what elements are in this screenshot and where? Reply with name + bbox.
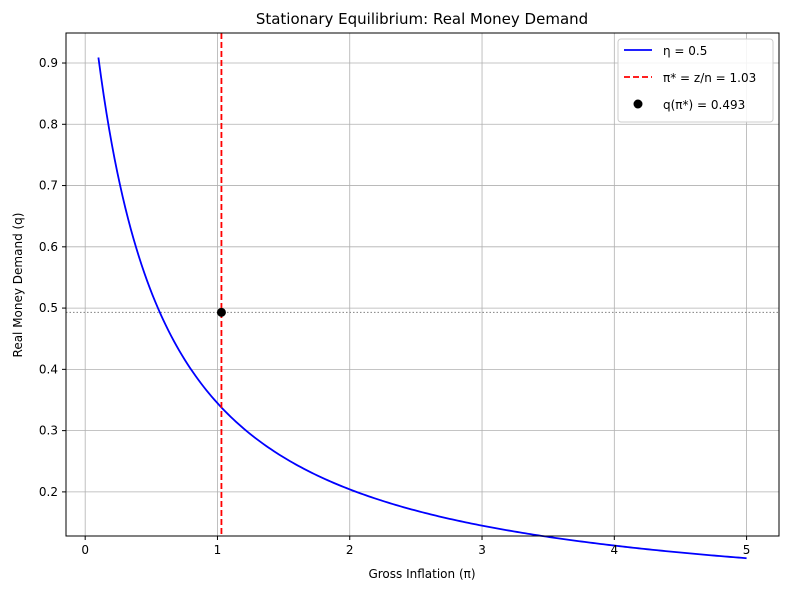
legend-label-point: q(π*) = 0.493 bbox=[663, 98, 745, 112]
chart-title: Stationary Equilibrium: Real Money Deman… bbox=[256, 10, 588, 28]
y-tick-label: 0.2 bbox=[39, 485, 58, 499]
grid bbox=[66, 33, 779, 536]
x-tick-label: 4 bbox=[610, 543, 618, 557]
plot-frame bbox=[65, 32, 780, 537]
axis-ticks: 0 1 2 3 4 5 0.2 0.3 0.4 0.5 0.6 0.7 0.8 0.9 bbox=[39, 56, 751, 557]
y-tick-label: 0.5 bbox=[39, 301, 58, 315]
x-axis-label: Gross Inflation (π) bbox=[368, 567, 475, 581]
x-tick-label: 1 bbox=[214, 543, 222, 557]
x-tick-label: 0 bbox=[81, 543, 89, 557]
x-tick-label: 3 bbox=[478, 543, 486, 557]
legend-label-curve: η = 0.5 bbox=[663, 44, 707, 58]
x-tick-label: 2 bbox=[346, 543, 354, 557]
equilibrium-point bbox=[216, 307, 226, 317]
legend-swatch-point bbox=[633, 99, 643, 109]
y-axis-label: Real Money Demand (q) bbox=[11, 213, 25, 358]
legend-box bbox=[617, 38, 774, 123]
legend-label-pi-star: π* = z/n = 1.03 bbox=[663, 71, 756, 85]
y-tick-label: 0.8 bbox=[39, 117, 58, 131]
x-tick-label: 5 bbox=[743, 543, 751, 557]
y-tick-label: 0.9 bbox=[39, 56, 58, 70]
plot-data bbox=[66, 33, 779, 560]
y-tick-label: 0.6 bbox=[39, 240, 58, 254]
y-tick-label: 0.4 bbox=[39, 362, 58, 376]
y-tick-label: 0.7 bbox=[39, 179, 58, 193]
legend: η = 0.5 π* = z/n = 1.03 q(π*) = 0.493 bbox=[617, 38, 774, 123]
money-demand-curve bbox=[97, 57, 747, 560]
y-tick-label: 0.3 bbox=[39, 424, 58, 438]
